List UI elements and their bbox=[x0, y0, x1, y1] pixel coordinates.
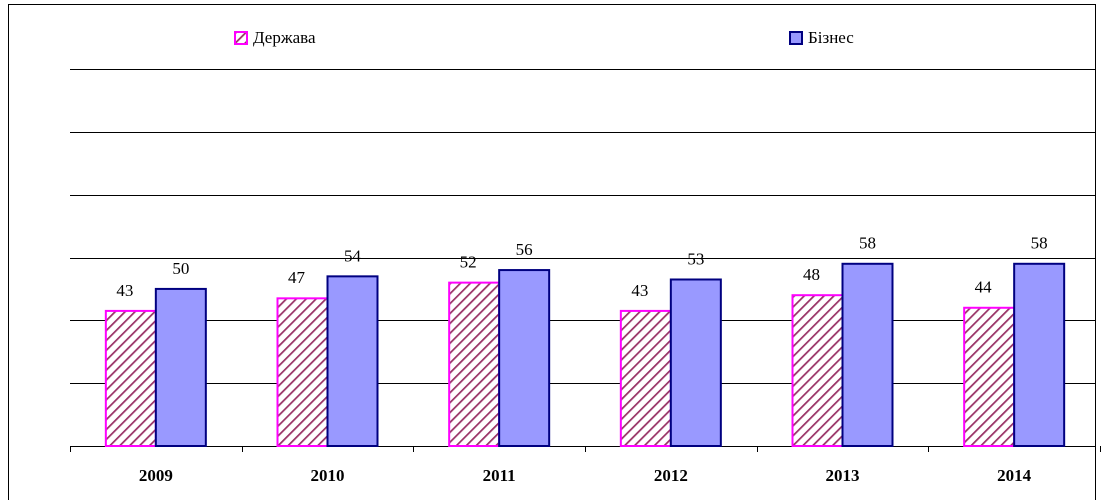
legend-label: Держава bbox=[253, 28, 316, 47]
bar bbox=[669, 278, 722, 447]
bar bbox=[326, 275, 379, 447]
bar bbox=[448, 281, 501, 447]
bar bbox=[791, 294, 844, 448]
value-label: 43 bbox=[116, 281, 133, 300]
value-label: 58 bbox=[859, 234, 876, 253]
value-label: 56 bbox=[516, 240, 533, 259]
value-label: 43 bbox=[631, 281, 648, 300]
bar bbox=[619, 309, 672, 447]
x-tick-label: 2010 bbox=[311, 466, 345, 485]
x-tick-label: 2013 bbox=[826, 466, 860, 485]
x-tick-label: 2014 bbox=[997, 466, 1032, 485]
value-label: 52 bbox=[460, 253, 477, 272]
legend-swatch bbox=[234, 31, 248, 45]
value-label: 54 bbox=[344, 246, 362, 265]
legend-label: Бізнес bbox=[808, 28, 854, 47]
bar bbox=[154, 287, 207, 447]
value-label: 44 bbox=[975, 278, 993, 297]
value-label: 50 bbox=[172, 259, 189, 278]
value-label: 48 bbox=[803, 265, 820, 284]
bar bbox=[498, 269, 551, 448]
value-label: 53 bbox=[687, 249, 704, 268]
bar bbox=[841, 262, 894, 447]
x-tick-label: 2009 bbox=[139, 466, 173, 485]
value-label: 58 bbox=[1031, 234, 1048, 253]
x-tick-label: 2011 bbox=[483, 466, 516, 485]
value-label: 47 bbox=[288, 268, 306, 287]
bar bbox=[1013, 262, 1066, 447]
bar bbox=[276, 297, 329, 448]
bar bbox=[104, 309, 157, 447]
x-tick-label: 2012 bbox=[654, 466, 688, 485]
legend-swatch bbox=[789, 31, 803, 45]
bar bbox=[963, 306, 1016, 447]
